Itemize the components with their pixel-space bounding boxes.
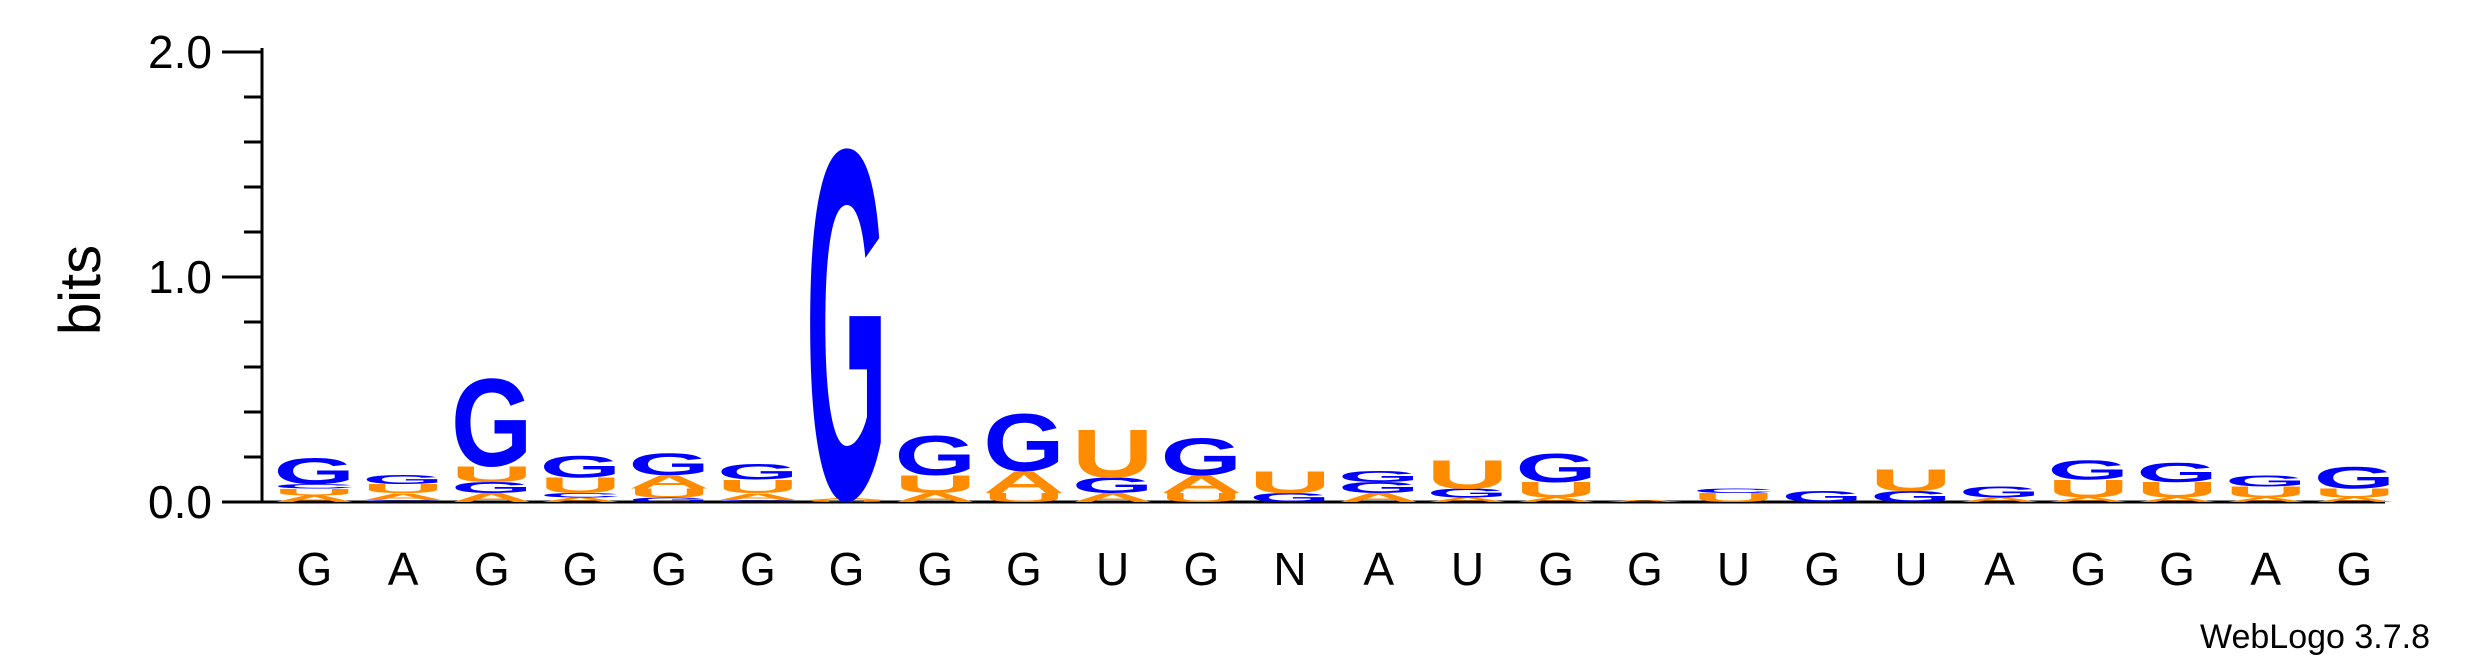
logo-letter: C xyxy=(1693,487,1775,494)
logo-letter: U xyxy=(1072,415,1154,492)
weblogo-credit: WebLogo 3.7.8 xyxy=(2200,618,2430,656)
position-label: G xyxy=(829,543,865,595)
y-axis-label: bits xyxy=(48,245,113,335)
logo-letter: G xyxy=(983,397,1064,488)
position-label: U xyxy=(1451,543,1484,595)
position-label: U xyxy=(1096,543,1129,595)
logo-letter: G xyxy=(451,354,532,493)
position-label: G xyxy=(651,543,687,595)
logo-letter: G xyxy=(806,45,887,604)
logo-letter: G xyxy=(717,460,798,484)
logo-letter: U xyxy=(1427,452,1509,497)
position-label: U xyxy=(1717,543,1750,595)
logo-letter: G xyxy=(2048,455,2129,486)
position-label: U xyxy=(1894,543,1927,595)
logo-letter: G xyxy=(1515,445,1596,491)
position-label: G xyxy=(1627,543,1663,595)
logo-letter: G xyxy=(628,447,709,482)
logo-letter: G xyxy=(362,473,443,487)
logo-letter: G xyxy=(895,424,976,487)
logo-letter: G xyxy=(2314,461,2395,496)
position-label: G xyxy=(917,543,953,595)
position-label: N xyxy=(1273,543,1306,595)
logo-letter: G xyxy=(274,450,355,492)
position-label: A xyxy=(1363,543,1394,595)
logo-letter: G xyxy=(1782,488,1863,506)
logo-letter: A xyxy=(1604,499,1686,503)
logo-letter: U xyxy=(1249,465,1331,500)
logo-letter: U xyxy=(1870,463,1952,498)
position-label: G xyxy=(1006,543,1042,595)
position-label: A xyxy=(388,543,419,595)
y-tick-label-1: 1.0 xyxy=(148,251,212,303)
logo-letter: G xyxy=(1338,468,1419,486)
position-label: A xyxy=(1984,543,2015,595)
position-label: G xyxy=(1804,543,1840,595)
logo-letter: G xyxy=(1959,483,2040,501)
logo-letter: G xyxy=(1161,427,1242,487)
position-label: G xyxy=(1538,543,1574,595)
logo-letter: G xyxy=(2136,457,2217,488)
position-label: G xyxy=(563,543,599,595)
position-label: G xyxy=(1183,543,1219,595)
position-label: G xyxy=(296,543,332,595)
position-label: G xyxy=(740,543,776,595)
position-label: G xyxy=(2070,543,2106,595)
position-label: G xyxy=(2337,543,2373,595)
position-label: G xyxy=(2159,543,2195,595)
y-tick-label-0: 0.0 xyxy=(148,476,212,528)
y-tick-label-2: 2.0 xyxy=(148,26,212,78)
logo-letter: G xyxy=(2225,472,2306,490)
position-label: G xyxy=(474,543,510,595)
position-label: A xyxy=(2250,543,2281,595)
logo-letter: G xyxy=(540,449,621,484)
